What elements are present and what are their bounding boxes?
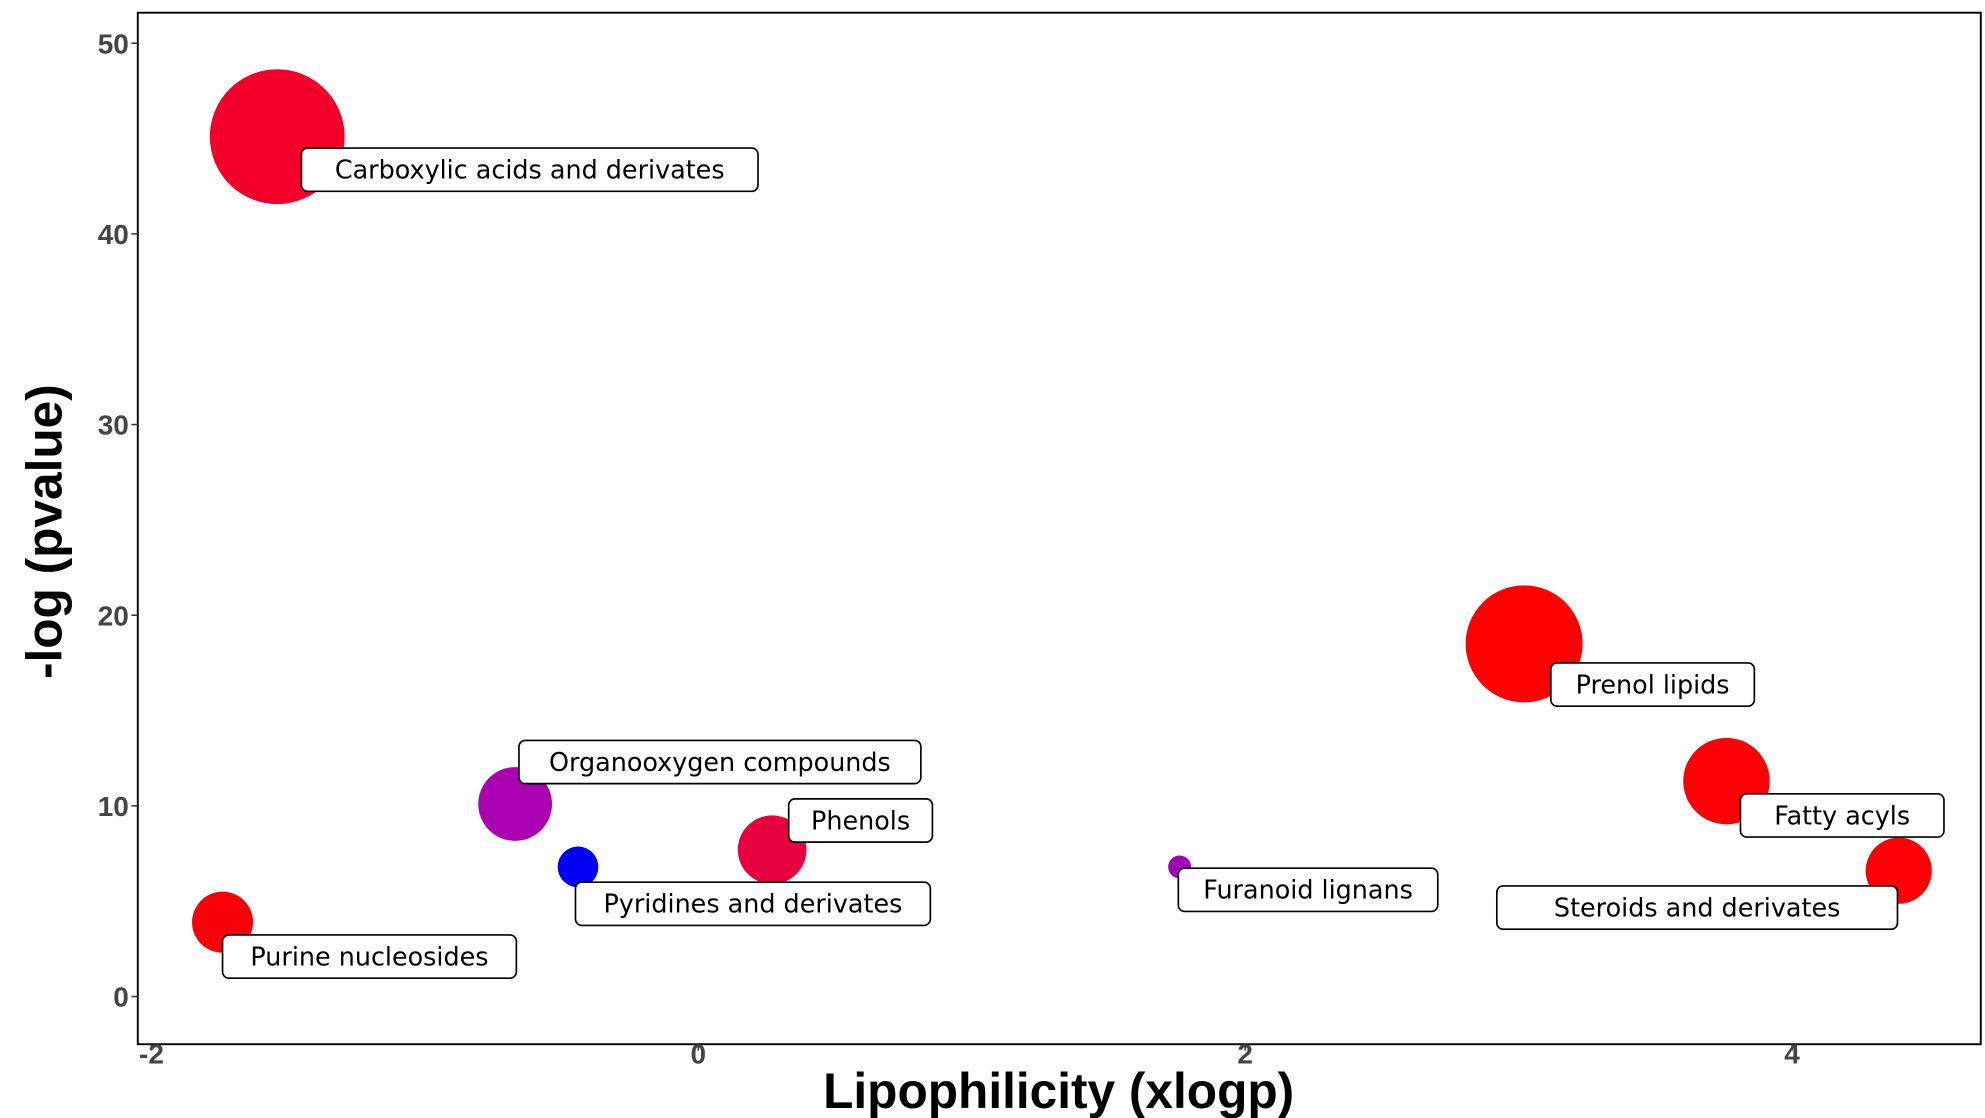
- bubble-label: Furanoid lignans: [1177, 867, 1439, 913]
- bubble-label: Organooxygen compounds: [518, 739, 922, 785]
- bubble-label: Carboxylic acids and derivates: [300, 147, 759, 193]
- label-box: [787, 798, 934, 843]
- y-tick-label: 0: [113, 982, 129, 1013]
- x-tick-label: 2: [1237, 1038, 1253, 1069]
- label-box: [300, 147, 759, 193]
- bubble-label: Prenol lipids: [1550, 662, 1756, 707]
- bubble-label: Purine nucleosides: [221, 934, 518, 979]
- bubble: [557, 846, 599, 888]
- label-box: [221, 934, 518, 979]
- label-text: Fatty acyls: [1774, 800, 1910, 830]
- label-text: Steroids and derivates: [1554, 893, 1840, 923]
- label-box: [1550, 662, 1756, 707]
- y-tick-label: 40: [98, 219, 129, 250]
- label-text: Organooxygen compounds: [549, 747, 891, 777]
- label-box: [574, 881, 932, 927]
- label-text: Furanoid lignans: [1203, 875, 1413, 905]
- bubble-label: Pyridines and derivates: [574, 881, 932, 927]
- y-tick-label: 50: [98, 28, 129, 59]
- label-text: Pyridines and derivates: [603, 889, 902, 919]
- y-axis-title: -log (pvalue): [16, 384, 72, 679]
- x-tick-label: 0: [691, 1038, 707, 1069]
- bubble-label: Fatty acyls: [1739, 793, 1945, 838]
- x-axis-title: Lipophilicity (xlogp): [823, 1063, 1294, 1118]
- label-text: Purine nucleosides: [250, 941, 488, 971]
- label-box: [1177, 867, 1439, 913]
- label-text: Phenols: [811, 805, 910, 835]
- plot-border: [136, 11, 1982, 1046]
- y-tick-label: 20: [98, 600, 129, 631]
- x-tick-label: 4: [1784, 1038, 1800, 1069]
- label-box: [1495, 885, 1899, 931]
- label-box: [1739, 793, 1945, 838]
- label-box: [518, 739, 922, 785]
- bubble-label: Phenols: [787, 798, 934, 843]
- y-tick-label: 30: [98, 410, 129, 441]
- label-text: Prenol lipids: [1576, 669, 1730, 699]
- bubble-label: Steroids and derivates: [1495, 885, 1899, 931]
- y-tick-label: 10: [98, 791, 129, 822]
- label-text: Carboxylic acids and derivates: [335, 155, 725, 185]
- x-tick-label: -2: [139, 1038, 164, 1069]
- bubble: [478, 767, 553, 841]
